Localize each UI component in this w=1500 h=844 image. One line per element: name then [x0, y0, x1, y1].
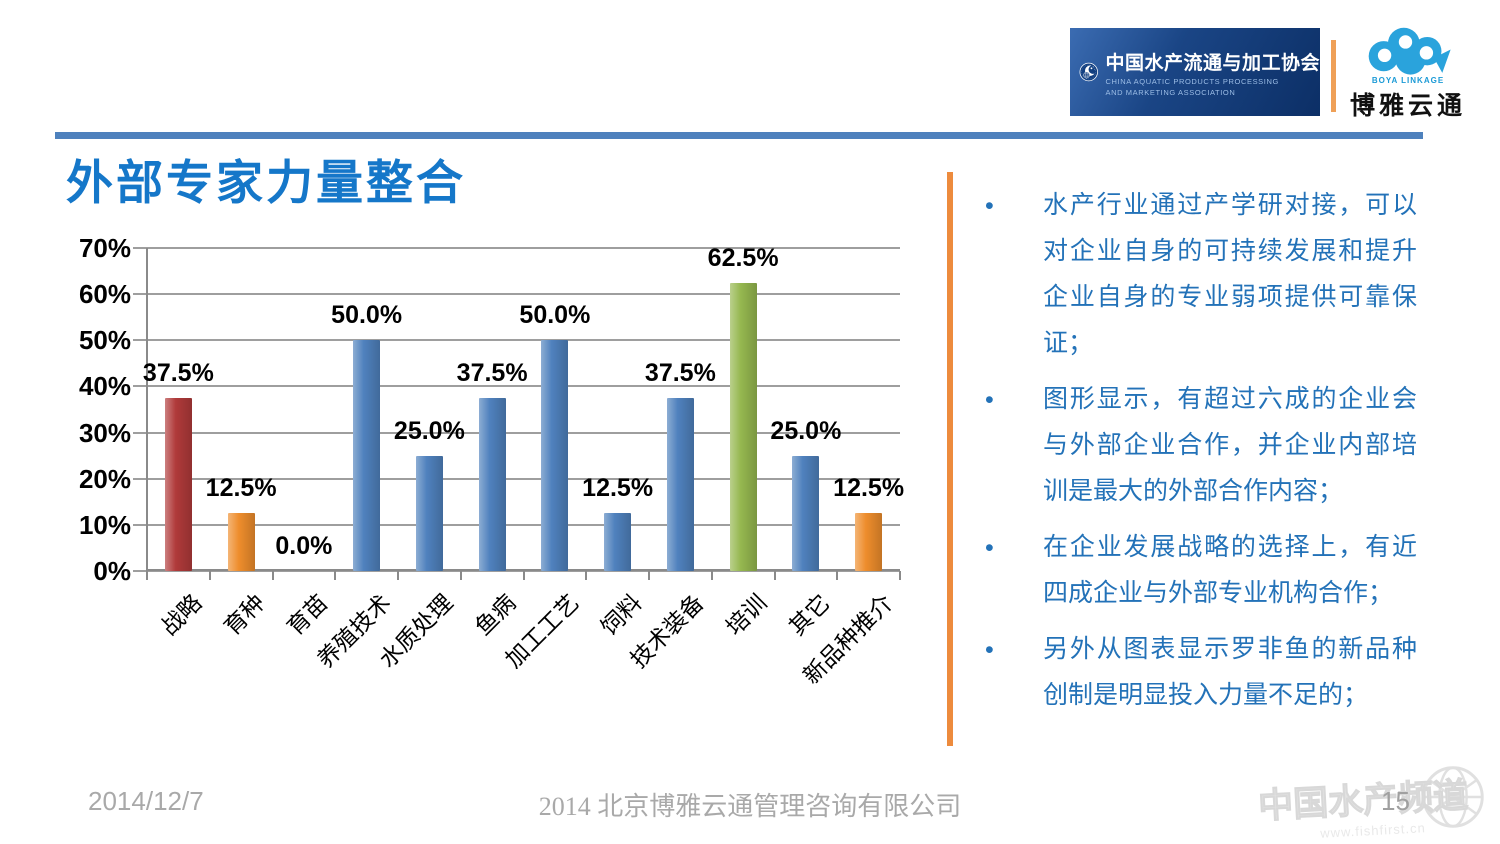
boya-brand-en: BOYA LINKAGE — [1371, 76, 1445, 85]
footer-company: 2014 北京博雅云通管理咨询有限公司 — [538, 792, 962, 821]
bullet-text: 水产行业通过产学研对接，可以对企业自身的可持续发展和提升企业自身的专业弱项提供可… — [1043, 192, 1417, 357]
bullet-icon: • — [985, 534, 994, 562]
bar-养殖技术 — [353, 340, 381, 571]
bar-育种 — [227, 513, 255, 571]
footer-page-number: 15 — [1381, 786, 1410, 816]
footer-date: 2014/12/7 — [88, 786, 204, 816]
gridline-30 — [133, 431, 900, 434]
category-label: 育种 — [218, 589, 270, 641]
y-tick-label: 20% — [78, 463, 131, 494]
bullet-text: 在企业发展战略的选择上，有近四成企业与外部专业机构合作； — [1043, 534, 1417, 607]
bar-其它 — [792, 456, 820, 571]
y-tick-label: 10% — [78, 509, 131, 540]
bar-value-label: 50.0% — [331, 301, 403, 329]
y-tick-label: 40% — [78, 371, 131, 402]
gridline-60 — [133, 293, 900, 296]
x-axis-tick — [208, 571, 211, 580]
gridline-20 — [133, 477, 900, 480]
bar-chart: 0% 10% 20% 30% 40% 50% 60% 70% 37.5% 战略 12.5% 育种 0.0… — [79, 233, 904, 689]
gridline-10 — [133, 523, 900, 526]
bar-水质处理 — [415, 456, 443, 571]
association-emblem-icon — [1079, 62, 1098, 82]
gridline-50 — [133, 339, 900, 342]
gridline-70 — [133, 247, 900, 249]
x-axis-tick — [334, 571, 337, 580]
bullet-item-1: • 水产行业通过产学研对接，可以对企业自身的可持续发展和提升企业自身的专业弱项提供… — [985, 183, 1417, 367]
bar-value-label: 25.0% — [393, 417, 465, 445]
association-name-en-1: CHINA AQUATIC PRODUCTS PROCESSING — [1105, 76, 1279, 86]
x-axis-tick — [146, 571, 148, 580]
bar-培训 — [729, 283, 757, 571]
logo-divider — [1331, 40, 1336, 112]
bar-技术装备 — [666, 398, 694, 571]
bar-value-label: 25.0% — [770, 417, 842, 445]
bullet-item-2: • 图形显示，有超过六成的企业会与外部企业合作，并企业内部培训是最大的外部合作内容… — [985, 377, 1417, 515]
boya-brand-cn: 博雅云通 — [1349, 92, 1466, 120]
page-title: 外部专家力量整合 — [66, 156, 466, 209]
boya-logo: BOYA LINKAGE 博雅云通 — [1341, 26, 1475, 122]
bullet-item-3: • 在企业发展战略的选择上，有近四成企业与外部专业机构合作； — [985, 525, 1417, 617]
association-name-cn: 中国水产流通与加工协会 — [1105, 52, 1320, 74]
x-axis-tick — [648, 571, 650, 580]
bar-value-label: 37.5% — [142, 359, 214, 387]
title-rule — [55, 132, 1423, 139]
bar-value-label: 62.5% — [707, 244, 779, 272]
bullet-icon: • — [985, 192, 994, 220]
section-divider — [947, 172, 953, 746]
watermark: 中国水产频道 www.fishfirst.cn — [1257, 766, 1488, 841]
y-tick-label: 60% — [78, 279, 131, 310]
x-axis-tick — [710, 571, 713, 580]
x-axis-tick — [397, 571, 399, 580]
category-label: 战略 — [156, 589, 208, 641]
gridline-40 — [133, 385, 900, 388]
bar-加工工艺 — [541, 340, 569, 571]
x-axis-tick — [459, 571, 462, 580]
bar-饲料 — [604, 513, 632, 571]
association-name-en-2: AND MARKETING ASSOCIATION — [1105, 87, 1236, 97]
bar-新品种推介 — [855, 513, 883, 571]
x-axis-tick — [836, 571, 839, 580]
bullet-text: 另外从图表显示罗非鱼的新品种创制是明显投入力量不足的； — [1043, 636, 1417, 709]
boya-cloud-icon — [1368, 27, 1451, 75]
category-label: 培训 — [720, 589, 772, 641]
y-tick-label: 50% — [78, 325, 131, 356]
bar-value-label: 12.5% — [582, 474, 654, 502]
bullet-icon: • — [985, 636, 994, 664]
y-tick-label: 70% — [78, 233, 131, 263]
bullet-list: • 水产行业通过产学研对接，可以对企业自身的可持续发展和提升企业自身的专业弱项提供… — [985, 183, 1417, 729]
y-tick-label: 30% — [78, 417, 131, 448]
x-axis-line — [147, 569, 900, 571]
bar-value-label: 37.5% — [644, 359, 716, 387]
bar-鱼病 — [478, 398, 506, 571]
bar-value-label: 0.0% — [275, 532, 333, 560]
y-axis-line — [146, 248, 148, 579]
x-axis-tick — [899, 571, 901, 580]
bar-value-label: 12.5% — [833, 474, 905, 502]
bar-value-label: 37.5% — [456, 359, 528, 387]
y-tick-label: 0% — [93, 556, 131, 586]
footer: 2014/12/7 2014 北京博雅云通管理咨询有限公司 15 — [0, 786, 1500, 826]
bullet-item-4: • 另外从图表显示罗非鱼的新品种创制是明显投入力量不足的； — [985, 627, 1417, 719]
x-axis-tick — [522, 571, 525, 580]
bar-战略 — [164, 398, 192, 571]
bar-value-label: 50.0% — [519, 301, 591, 329]
bullet-text: 图形显示，有超过六成的企业会与外部企业合作，并企业内部培训是最大的外部合作内容； — [1043, 386, 1417, 505]
globe-icon — [1422, 766, 1484, 828]
bar-value-label: 12.5% — [205, 474, 277, 502]
gridline-0 — [133, 570, 900, 572]
x-axis-tick — [773, 571, 776, 580]
bullet-icon: • — [985, 386, 994, 414]
x-axis-tick — [585, 571, 588, 580]
association-logo: 中国水产流通与加工协会 CHINA AQUATIC PRODUCTS PROCE… — [1070, 28, 1320, 116]
x-axis-tick — [271, 571, 274, 580]
